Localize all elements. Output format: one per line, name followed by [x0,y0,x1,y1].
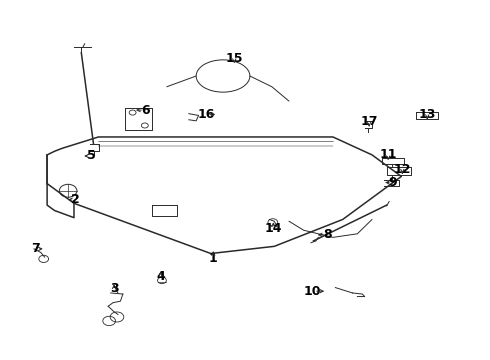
Text: 3: 3 [110,282,119,295]
Text: 10: 10 [304,285,321,298]
Text: 6: 6 [141,104,149,117]
Text: 13: 13 [418,108,436,121]
Text: 8: 8 [323,228,331,241]
Text: 17: 17 [360,115,378,128]
Text: 2: 2 [71,193,79,206]
Text: 9: 9 [389,176,397,189]
Text: 14: 14 [265,222,282,235]
Text: 1: 1 [209,252,218,265]
Text: 16: 16 [197,108,215,121]
Text: 11: 11 [379,148,397,161]
Text: 15: 15 [225,51,243,64]
Text: 5: 5 [87,149,96,162]
Text: 7: 7 [31,242,40,255]
Text: 4: 4 [156,270,165,283]
Text: 12: 12 [393,163,411,176]
